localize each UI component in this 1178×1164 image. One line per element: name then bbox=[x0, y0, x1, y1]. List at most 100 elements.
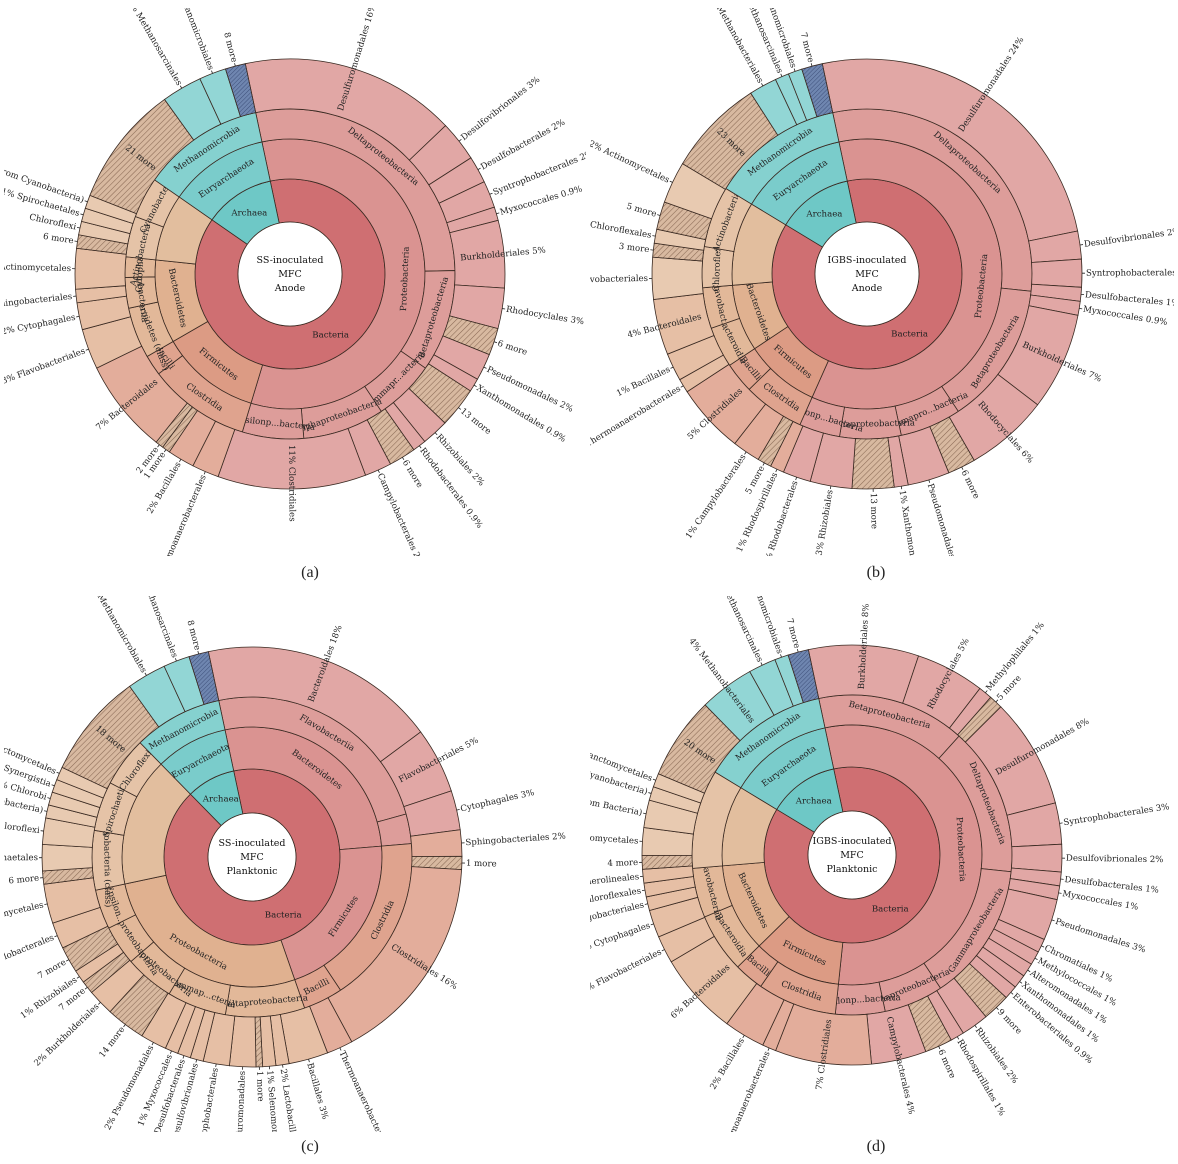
leader-line bbox=[775, 469, 778, 473]
leader-line bbox=[1034, 957, 1038, 961]
order-label-desulfovibrionales-3: Desulfovibrionales 3% bbox=[459, 75, 542, 143]
order-label-pseudomonadales-2: Pseudomonadales 2% bbox=[485, 365, 574, 415]
order-label-2-chloroflexi: 2% Chloroflexi bbox=[4, 818, 40, 836]
leader-line bbox=[80, 213, 84, 216]
leader-line bbox=[163, 449, 167, 453]
leader-line bbox=[1051, 919, 1055, 922]
center-disc bbox=[237, 221, 343, 327]
leader-line bbox=[496, 212, 500, 215]
leader-line bbox=[76, 315, 80, 318]
leader-line bbox=[84, 987, 88, 990]
order-label-3-actinomycetales: 3% Actinomycetales bbox=[4, 262, 71, 274]
leader-line bbox=[1041, 945, 1045, 948]
ring3-segment-7-more bbox=[801, 63, 834, 118]
leader-line bbox=[477, 167, 481, 170]
order-label-xanthomonadales-0-9: Xanthomonadales 0.9% bbox=[475, 383, 568, 444]
leader-line bbox=[47, 797, 51, 799]
leader-line bbox=[995, 699, 999, 703]
leader-line bbox=[657, 214, 661, 216]
ring1-label-proteobacteria: Proteobacteria bbox=[954, 817, 967, 882]
order-label-pseudomonadales-3: Pseudomonadales 3% bbox=[1054, 917, 1147, 956]
ring3-segment-3-actinomycetales bbox=[74, 247, 127, 290]
order-label-1-campylobacterales: 1% Campylobacterales bbox=[684, 453, 748, 541]
order-label-6-more: 6 more bbox=[935, 1048, 957, 1080]
order-label-2-actinomycetales: 2% Actinomycetales bbox=[590, 831, 639, 847]
order-label-3-methanomicrobiales: 3% Methanomicrobiales bbox=[87, 596, 149, 675]
ring0-label-archaea: Archaea bbox=[805, 210, 842, 220]
leader-line bbox=[742, 1035, 745, 1039]
leader-line bbox=[195, 1059, 198, 1063]
center-text-line: Planktonic bbox=[227, 866, 278, 877]
center-text-line: MFC bbox=[278, 269, 302, 280]
leader-line bbox=[76, 226, 81, 229]
leader-line bbox=[215, 1063, 217, 1067]
leader-line bbox=[956, 1036, 960, 1040]
leader-line bbox=[169, 1050, 172, 1054]
order-label-1-xanthomonadales: 1% Xanthomonadales bbox=[896, 489, 921, 556]
leader-line bbox=[985, 690, 988, 694]
order-label-2-methanomicrobiales: 2% Methanomicrobiales bbox=[168, 8, 215, 72]
ring2-label-alphaproteobacteria: Alphaproteobacteria bbox=[824, 419, 915, 431]
order-label-13-more: 13 more bbox=[868, 493, 879, 529]
leader-line bbox=[795, 477, 798, 481]
leader-line bbox=[85, 348, 89, 351]
leader-line bbox=[670, 366, 674, 369]
leader-line bbox=[938, 1046, 941, 1050]
leader-line bbox=[493, 341, 498, 344]
center-disc bbox=[207, 812, 297, 902]
order-label-14-more: 14 more bbox=[98, 1025, 128, 1060]
leader-line bbox=[996, 1007, 999, 1010]
leader-line bbox=[44, 903, 48, 905]
center-text-line: MFC bbox=[240, 852, 264, 863]
order-label-pseudomonadales-3: Pseudomonadales 3% bbox=[925, 482, 962, 556]
leader-line bbox=[377, 469, 380, 473]
leader-line bbox=[157, 444, 160, 448]
order-label-13-more: 13 more bbox=[458, 407, 493, 437]
order-label-syntrophobacterales-3: Syntrophobacterales 3% bbox=[1063, 802, 1170, 828]
order-label-sphingobacteriales-2: Sphingobacteriales 2% bbox=[465, 832, 566, 849]
leader-line bbox=[650, 923, 654, 926]
order-label-cytophagales-3: Cytophagales 3% bbox=[460, 788, 536, 815]
leader-line bbox=[761, 83, 764, 87]
ring3-segment-2-spirochaetales bbox=[41, 843, 93, 872]
order-label-1-more: 1 more bbox=[254, 1071, 265, 1102]
order-label-bacillales-3: Bacillales 3% bbox=[304, 1062, 329, 1121]
leader-line bbox=[174, 658, 177, 662]
order-label-6-more: 6 more bbox=[496, 339, 528, 358]
center-text-line: IGBS-inoculated bbox=[828, 255, 907, 266]
order-label-8-more: 8 more bbox=[221, 31, 238, 63]
ring2-label-epsilonp-bacteria: Epsilonp...bacteria bbox=[818, 993, 900, 1007]
ring1-label-proteobacteria: Proteobacteria bbox=[399, 246, 412, 311]
leader-line bbox=[51, 784, 55, 787]
ring3-segment-8-more bbox=[224, 63, 257, 118]
ring0-label-archaea: Archaea bbox=[230, 208, 267, 218]
order-label-3-more: 3 more bbox=[618, 242, 650, 255]
order-label-rhodobacterales-0-9: Rhodobacterales 0.9% bbox=[417, 446, 484, 530]
sunburst-panel-b: BacteriaArchaeaProteobacteriaFirmicutesB… bbox=[590, 8, 1174, 556]
leader-line bbox=[810, 63, 813, 67]
leader-line bbox=[66, 959, 70, 962]
order-label-rhodocyclales-3: Rhodocyclales 3% bbox=[505, 305, 584, 328]
order-label-desulfovibrionales-2: Desulfovibrionales 2% bbox=[1066, 854, 1164, 865]
leader-line bbox=[643, 812, 647, 815]
order-label-1-more: 1 more bbox=[466, 859, 497, 870]
leader-line bbox=[151, 1042, 154, 1046]
order-label-1-sphingobacteriales: 1% Sphingobacteriales bbox=[4, 292, 73, 312]
ring3-segment-7-more bbox=[787, 649, 820, 704]
leader-line bbox=[43, 810, 48, 812]
leader-line bbox=[203, 471, 206, 475]
leader-line bbox=[458, 138, 462, 142]
leader-line bbox=[680, 385, 684, 388]
center-text-line: Anode bbox=[851, 283, 883, 294]
sunburst-panel-a: BacteriaArchaeaProteobacteriaFirmicutesB… bbox=[4, 8, 586, 556]
leader-line bbox=[1027, 969, 1031, 973]
ring3-segment-8-more bbox=[188, 651, 220, 705]
leader-line bbox=[829, 485, 832, 489]
order-label-6-more: 6 more bbox=[400, 458, 425, 489]
order-label-7-more: 7 more bbox=[36, 958, 68, 982]
leader-line bbox=[483, 366, 487, 369]
center-text-line: SS-inoculated bbox=[257, 255, 324, 266]
leader-line bbox=[84, 200, 88, 203]
leader-line bbox=[339, 1047, 342, 1051]
